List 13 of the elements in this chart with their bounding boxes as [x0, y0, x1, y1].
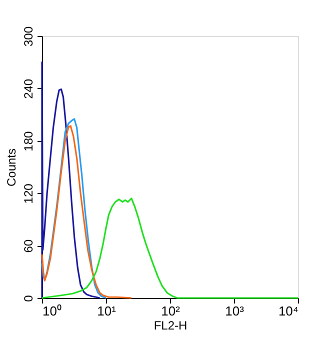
x-tick-label: 10⁰ [42, 304, 62, 318]
y-tick-label: 120 [22, 183, 36, 204]
y-tick-label: 300 [22, 26, 36, 47]
y-axis-title: Counts [4, 148, 18, 187]
x-axis-title: FL2-H [154, 318, 188, 332]
y-tick-label: 240 [22, 78, 36, 99]
x-tick-label: 10³ [225, 304, 245, 318]
x-tick-label: 10¹ [97, 304, 117, 318]
y-tick-label: 180 [22, 130, 36, 152]
y-tick-label: 0 [22, 294, 36, 302]
x-tick-label: 10² [161, 304, 181, 318]
y-tick-label: 60 [22, 239, 36, 253]
x-tick-label: 10⁴ [278, 304, 298, 318]
